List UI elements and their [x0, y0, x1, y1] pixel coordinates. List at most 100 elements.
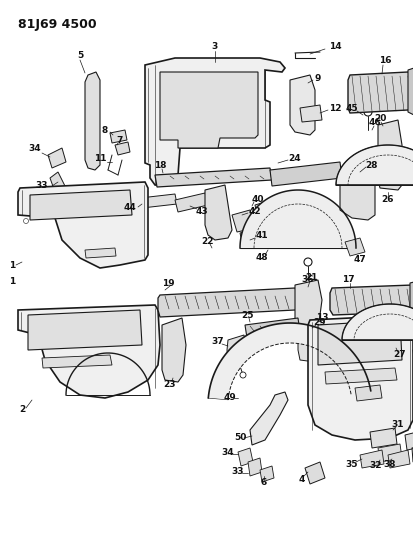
- Text: 49: 49: [223, 393, 236, 402]
- Text: 29: 29: [313, 319, 325, 327]
- Polygon shape: [154, 168, 271, 187]
- Text: 34: 34: [28, 143, 41, 152]
- Text: 26: 26: [381, 196, 393, 205]
- Polygon shape: [140, 194, 177, 208]
- Text: 43: 43: [195, 206, 208, 215]
- Text: 17: 17: [341, 276, 354, 285]
- Polygon shape: [412, 345, 413, 365]
- Polygon shape: [407, 68, 413, 115]
- Polygon shape: [339, 170, 374, 220]
- Polygon shape: [85, 72, 100, 170]
- Text: 18: 18: [153, 161, 166, 171]
- Polygon shape: [289, 75, 314, 135]
- Polygon shape: [347, 72, 411, 113]
- Text: 16: 16: [378, 55, 390, 64]
- Polygon shape: [411, 443, 413, 462]
- Polygon shape: [85, 248, 116, 258]
- Polygon shape: [329, 285, 413, 315]
- Polygon shape: [110, 130, 127, 143]
- Text: 28: 28: [365, 160, 377, 169]
- Polygon shape: [377, 120, 401, 190]
- Text: 7: 7: [116, 135, 123, 144]
- Polygon shape: [30, 190, 132, 220]
- Text: 45: 45: [345, 103, 357, 112]
- Text: 32: 32: [369, 462, 381, 471]
- Text: 41: 41: [255, 230, 268, 239]
- Polygon shape: [294, 280, 321, 335]
- Text: 6: 6: [260, 479, 266, 488]
- Polygon shape: [354, 385, 381, 401]
- Text: 21: 21: [305, 273, 318, 282]
- Polygon shape: [344, 238, 364, 256]
- Polygon shape: [158, 288, 297, 317]
- Polygon shape: [204, 185, 231, 240]
- Polygon shape: [18, 182, 147, 268]
- Text: 31: 31: [391, 421, 403, 430]
- Polygon shape: [115, 142, 130, 155]
- Text: 38: 38: [383, 461, 395, 470]
- Polygon shape: [377, 444, 401, 462]
- Polygon shape: [254, 200, 274, 220]
- Text: 23: 23: [164, 381, 176, 390]
- Text: 50: 50: [233, 433, 246, 442]
- Polygon shape: [369, 428, 396, 448]
- Polygon shape: [304, 462, 324, 484]
- Polygon shape: [404, 430, 413, 450]
- Polygon shape: [208, 323, 370, 400]
- Polygon shape: [335, 145, 413, 185]
- Text: 11: 11: [93, 154, 106, 163]
- Text: 1: 1: [9, 278, 15, 287]
- Polygon shape: [387, 450, 409, 468]
- Polygon shape: [299, 105, 321, 122]
- Text: 20: 20: [373, 114, 385, 123]
- Text: 81J69 4500: 81J69 4500: [18, 18, 96, 31]
- Polygon shape: [244, 318, 299, 338]
- Text: 40: 40: [251, 196, 263, 205]
- Text: 36: 36: [301, 276, 313, 285]
- Text: 12: 12: [328, 103, 340, 112]
- Text: 14: 14: [328, 42, 340, 51]
- Polygon shape: [259, 466, 273, 482]
- Polygon shape: [231, 210, 254, 232]
- Polygon shape: [48, 148, 66, 168]
- Polygon shape: [240, 190, 355, 248]
- Polygon shape: [307, 315, 412, 440]
- Polygon shape: [409, 282, 413, 316]
- Polygon shape: [359, 450, 383, 468]
- Polygon shape: [317, 320, 401, 365]
- Polygon shape: [237, 448, 252, 466]
- Polygon shape: [18, 305, 159, 398]
- Text: 19: 19: [161, 279, 174, 287]
- Text: 30: 30: [411, 448, 413, 457]
- Text: 46: 46: [368, 117, 380, 126]
- Polygon shape: [324, 368, 396, 384]
- Text: 8: 8: [102, 125, 108, 134]
- Text: 34: 34: [221, 448, 234, 457]
- Polygon shape: [42, 355, 112, 368]
- Polygon shape: [226, 335, 245, 363]
- Polygon shape: [341, 304, 413, 340]
- Polygon shape: [175, 193, 207, 212]
- Text: 22: 22: [201, 238, 214, 246]
- Text: 4: 4: [298, 475, 304, 484]
- Polygon shape: [269, 162, 341, 186]
- Polygon shape: [50, 172, 65, 192]
- Polygon shape: [28, 310, 142, 350]
- Text: 2: 2: [19, 406, 25, 415]
- Text: 5: 5: [77, 51, 83, 60]
- Polygon shape: [161, 318, 185, 382]
- Text: 3: 3: [211, 42, 218, 51]
- Text: 47: 47: [353, 255, 366, 264]
- Polygon shape: [240, 228, 262, 246]
- Text: 35: 35: [345, 461, 357, 470]
- Text: 13: 13: [315, 313, 328, 322]
- Text: 25: 25: [241, 311, 254, 319]
- Text: 33: 33: [36, 182, 48, 190]
- Text: 42: 42: [248, 207, 261, 216]
- Text: 9: 9: [314, 74, 320, 83]
- Polygon shape: [145, 58, 284, 185]
- Polygon shape: [297, 325, 321, 362]
- Polygon shape: [247, 458, 261, 476]
- Polygon shape: [249, 392, 287, 445]
- Polygon shape: [159, 72, 257, 148]
